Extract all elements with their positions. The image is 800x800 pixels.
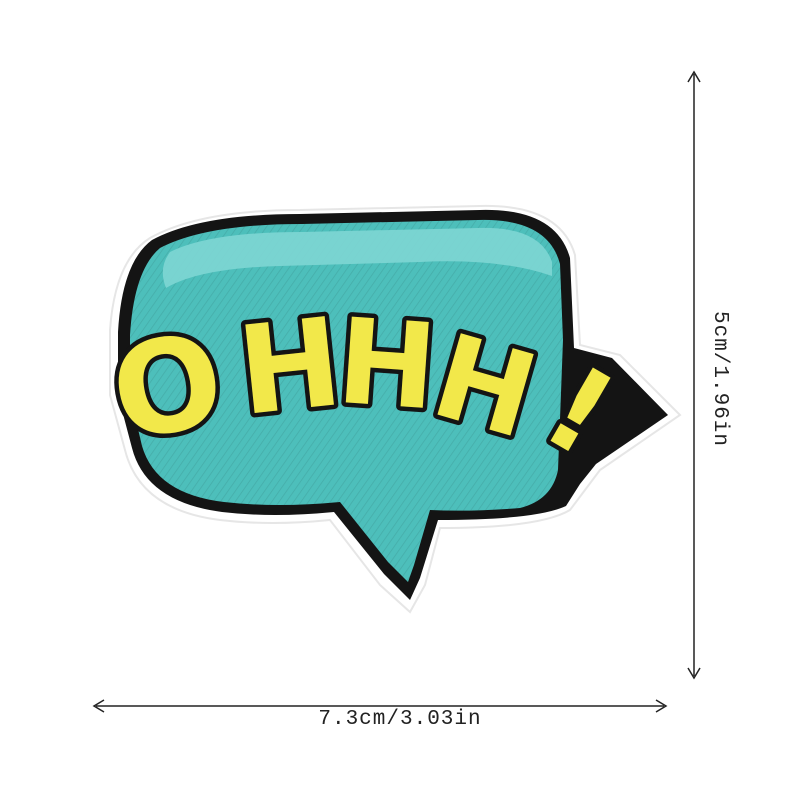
letter-h-2: H — [333, 292, 441, 437]
speech-bubble — [109, 204, 682, 614]
height-dimension-arrow — [687, 70, 701, 680]
height-dimension-label: 5cm/1.96in — [708, 310, 731, 448]
letter-h-1: H — [232, 291, 348, 443]
width-dimension-arrow — [92, 699, 668, 713]
width-dimension-label: 7.3cm/3.03in — [318, 708, 482, 731]
ohhh-lettering: O H H H ! — [97, 287, 641, 488]
